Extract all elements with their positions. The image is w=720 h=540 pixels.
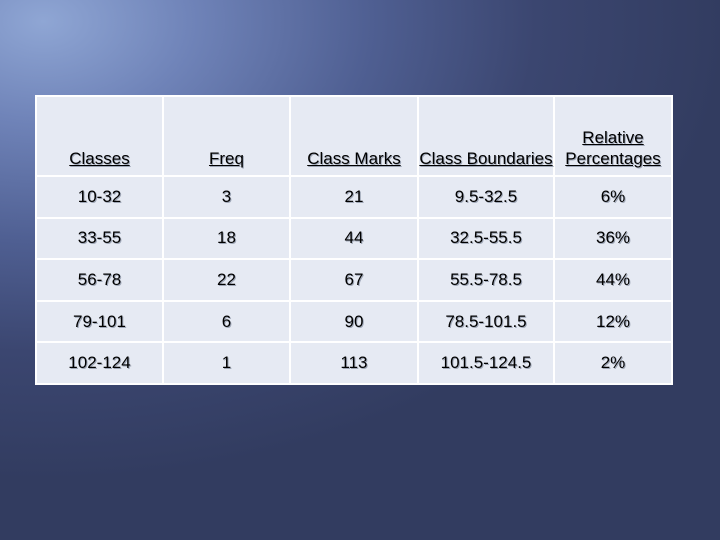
cell-class-marks: 67 <box>290 260 417 300</box>
cell-classes: 10-32 <box>37 177 162 217</box>
table-row: 10-32 3 21 9.5-32.5 6% <box>37 177 671 217</box>
header-freq: Freq <box>163 97 289 175</box>
frequency-distribution-table: Classes Freq Class Marks Class Boundarie… <box>35 95 673 385</box>
cell-freq: 22 <box>163 260 289 300</box>
table-row: 102-124 1 113 101.5-124.5 2% <box>37 343 671 383</box>
cell-freq: 1 <box>163 343 289 383</box>
header-relative-percentages: Relative Percentages <box>555 97 671 175</box>
header-classes: Classes <box>37 97 162 175</box>
cell-freq: 6 <box>163 301 289 342</box>
cell-relative-percentages: 36% <box>555 218 671 259</box>
cell-class-boundaries: 32.5-55.5 <box>418 218 554 259</box>
cell-relative-percentages: 12% <box>555 301 671 342</box>
cell-relative-percentages: 6% <box>555 177 671 217</box>
header-row: Classes Freq Class Marks Class Boundarie… <box>37 97 671 175</box>
cell-classes: 79-101 <box>37 301 162 342</box>
cell-class-marks: 90 <box>290 301 417 342</box>
cell-freq: 18 <box>163 218 289 259</box>
frequency-table-container: Classes Freq Class Marks Class Boundarie… <box>35 95 673 385</box>
cell-class-boundaries: 101.5-124.5 <box>418 343 554 383</box>
cell-freq: 3 <box>163 177 289 217</box>
table-row: 33-55 18 44 32.5-55.5 36% <box>37 218 671 259</box>
cell-classes: 33-55 <box>37 218 162 259</box>
table-row: 56-78 22 67 55.5-78.5 44% <box>37 260 671 300</box>
table-row: 79-101 6 90 78.5-101.5 12% <box>37 301 671 342</box>
cell-relative-percentages: 44% <box>555 260 671 300</box>
cell-class-marks: 44 <box>290 218 417 259</box>
cell-relative-percentages: 2% <box>555 343 671 383</box>
cell-class-boundaries: 9.5-32.5 <box>418 177 554 217</box>
cell-class-marks: 113 <box>290 343 417 383</box>
cell-classes: 56-78 <box>37 260 162 300</box>
header-class-boundaries: Class Boundaries <box>418 97 554 175</box>
cell-classes: 102-124 <box>37 343 162 383</box>
cell-class-boundaries: 78.5-101.5 <box>418 301 554 342</box>
cell-class-boundaries: 55.5-78.5 <box>418 260 554 300</box>
header-class-marks: Class Marks <box>290 97 417 175</box>
cell-class-marks: 21 <box>290 177 417 217</box>
